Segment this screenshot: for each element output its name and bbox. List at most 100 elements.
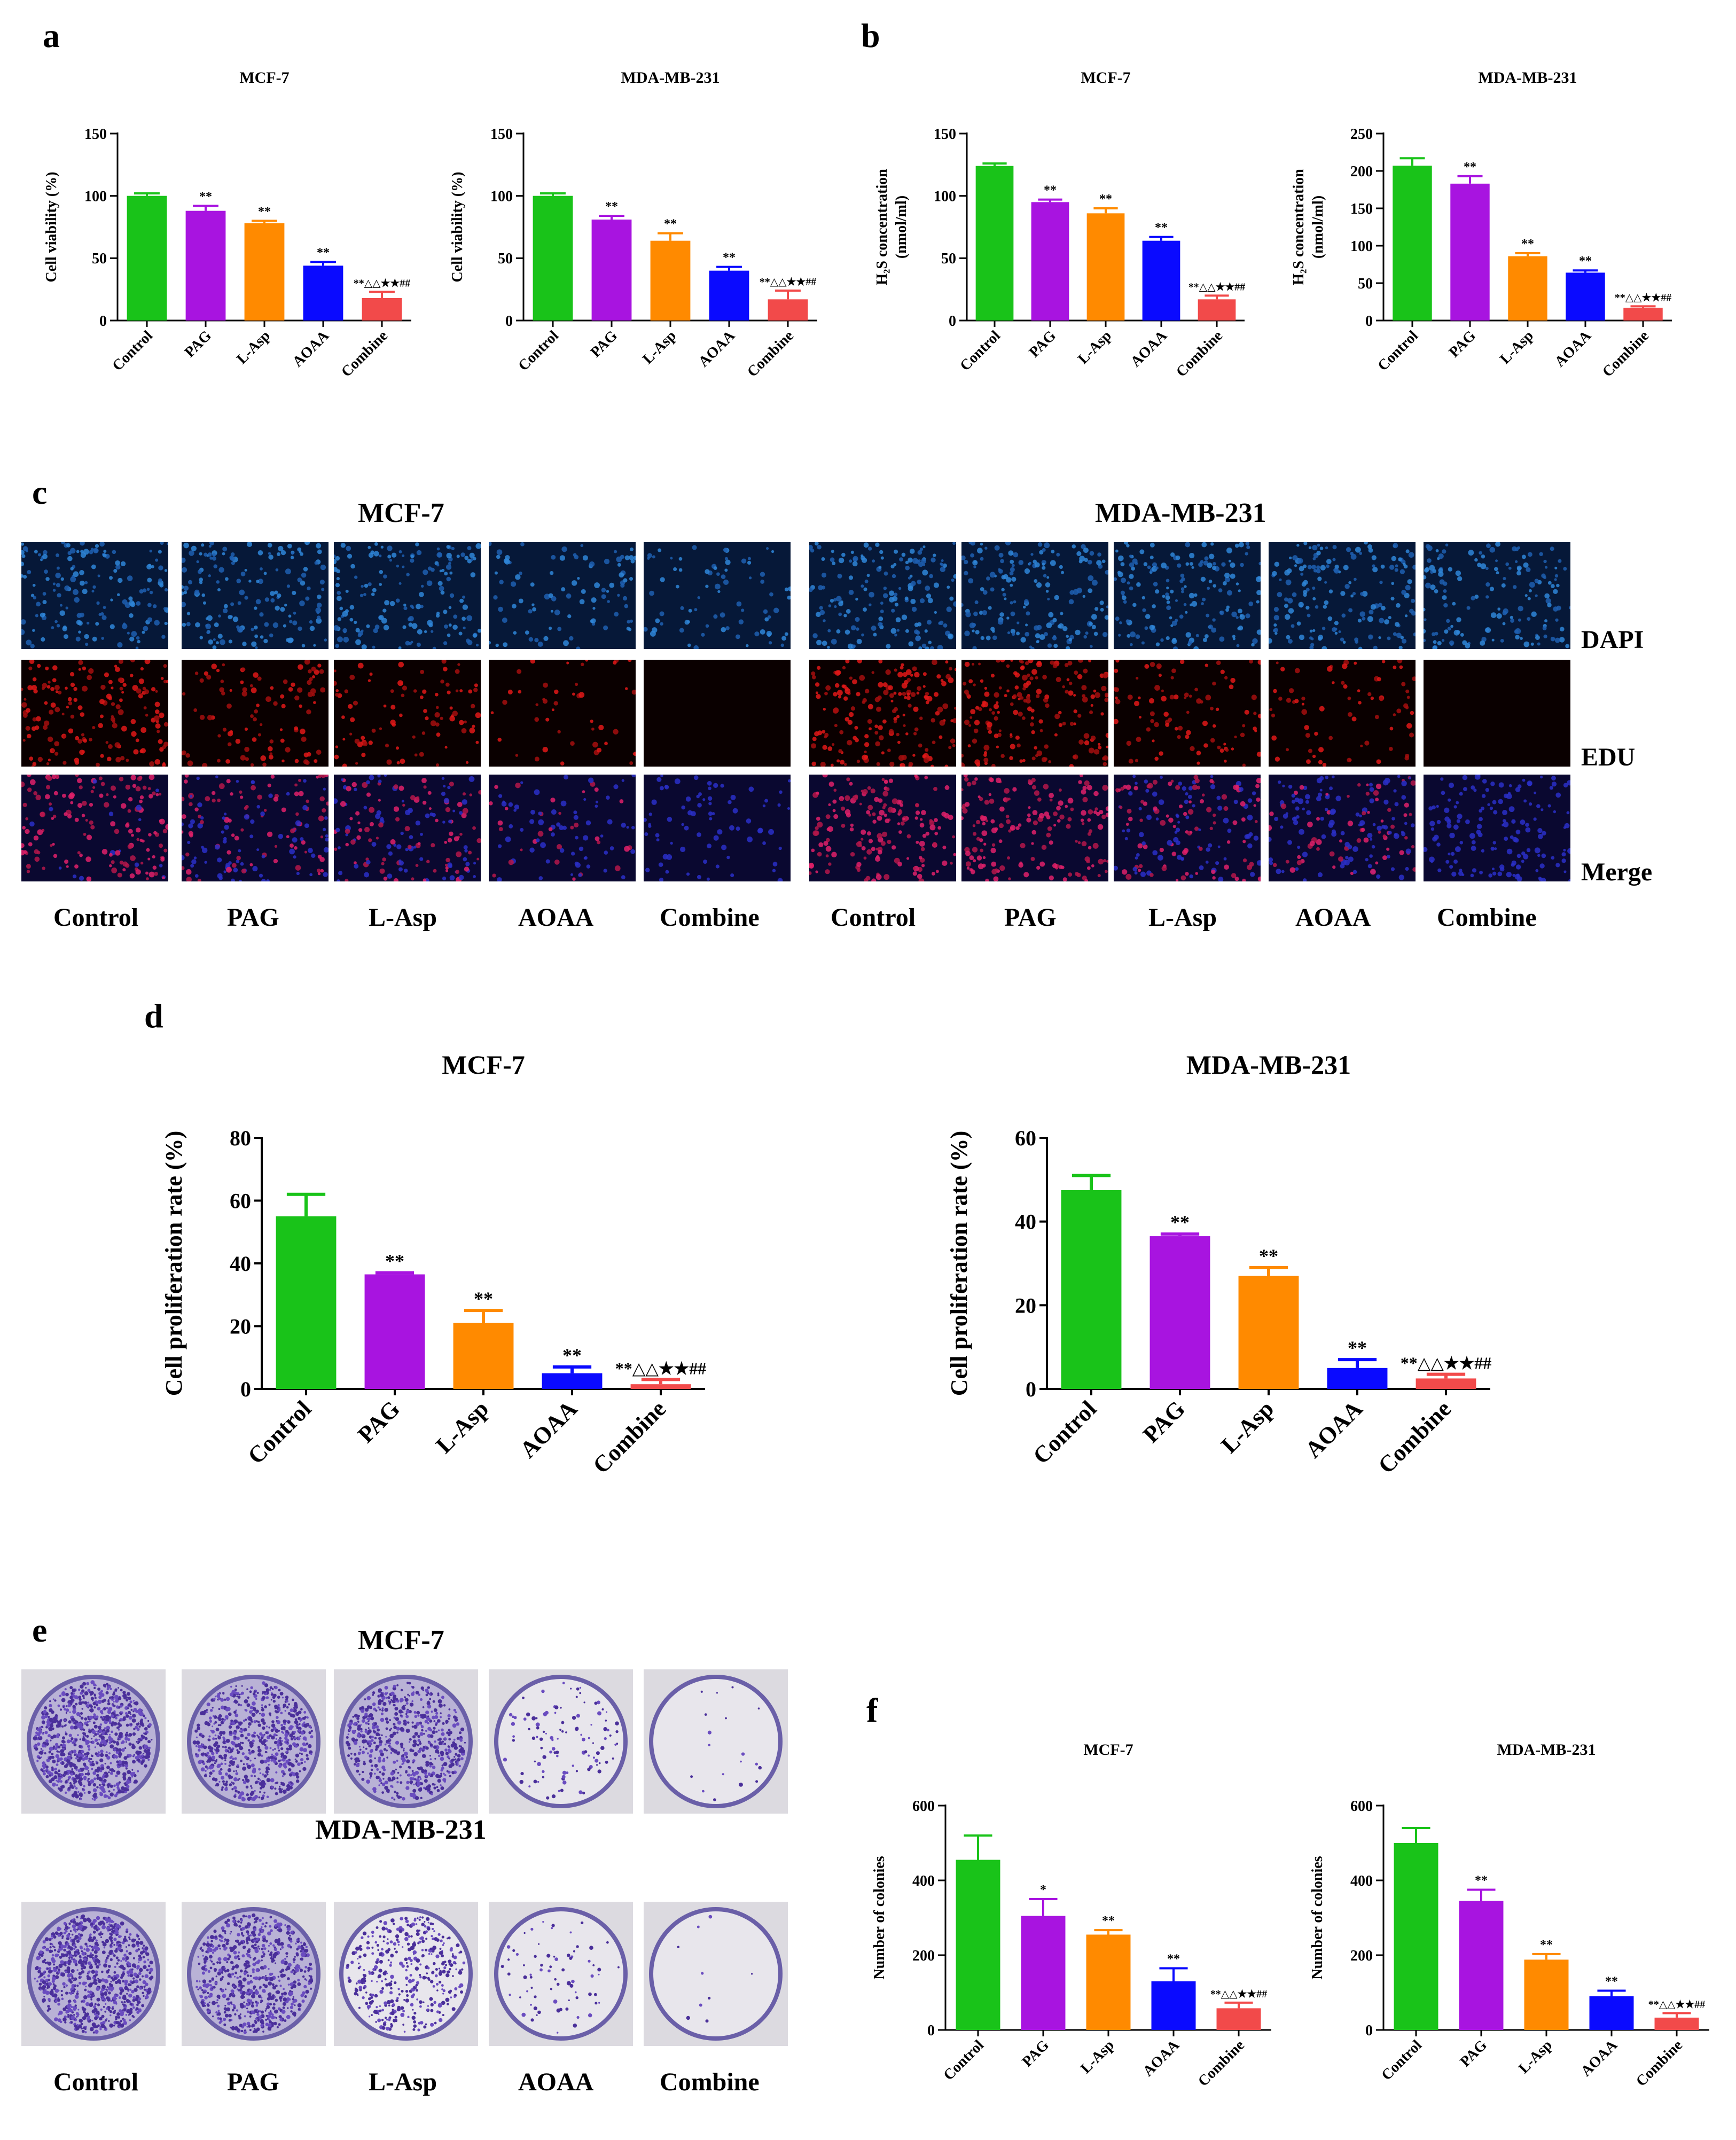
significance-label: ** — [258, 205, 271, 218]
x-tick-label: Combine — [1195, 2037, 1248, 2090]
significance-label: ** — [1579, 254, 1592, 268]
fluorescence-image — [182, 542, 329, 649]
significance-label: **△△★★## — [1210, 1988, 1268, 2000]
bar-pag — [591, 220, 632, 321]
significance-label: **△△★★## — [1648, 1999, 1706, 2011]
plate-cond-aoaa: AOAA — [518, 2068, 594, 2096]
significance-label: ** — [385, 1251, 404, 1272]
plate-cond-control: Control — [53, 2068, 139, 2096]
fluorescence-image — [1114, 775, 1261, 881]
plate-cond-lasp: L-Asp — [369, 2068, 437, 2096]
x-tick-label: Control — [515, 327, 562, 374]
micro-cond-mcf7-pag: PAG — [227, 903, 279, 932]
y-tick-label: 20 — [230, 1315, 251, 1339]
bar-control — [1394, 1843, 1438, 2030]
bar-combine — [630, 1384, 691, 1389]
bar-lasp — [1508, 256, 1547, 321]
panel-letter-b: b — [861, 17, 880, 54]
y-tick-label: 200 — [912, 1948, 935, 1964]
fluorescence-image — [961, 542, 1108, 649]
x-tick-label: Control — [957, 327, 1004, 374]
bar-control — [533, 196, 573, 321]
colony-plate-image — [21, 1669, 166, 1814]
bar-pag — [1031, 202, 1069, 321]
chart-title: MDA-MB-231 — [1497, 1741, 1596, 1759]
significance-label: **△△★★## — [760, 276, 817, 288]
x-tick-label: L-Asp — [1497, 327, 1537, 368]
y-tick-label: 0 — [1365, 2022, 1373, 2039]
x-tick-label: L-Asp — [233, 327, 273, 368]
fluorescence-image — [1269, 660, 1416, 767]
fluorescence-image — [489, 775, 636, 881]
bar-combine — [362, 298, 402, 321]
fluorescence-image — [334, 542, 481, 649]
stain-label-edu: EDU — [1581, 743, 1636, 771]
significance-label: ** — [1259, 1245, 1278, 1267]
x-tick-label: Combine — [1633, 2037, 1686, 2090]
bar-pag — [1021, 1916, 1066, 2030]
x-tick-label: Combine — [1373, 1395, 1456, 1479]
y-tick-label: 150 — [1350, 201, 1373, 217]
y-tick-label: 200 — [1350, 163, 1373, 180]
bar-chart-d-mda: MDA-MB-231 Cell proliferation rate (%) 0 20… — [946, 1050, 1491, 1479]
y-tick-label: 600 — [1350, 1798, 1373, 1815]
bar-pag — [185, 210, 226, 321]
y-axis-label: Cell viability (%) — [449, 172, 466, 283]
y-tick-label: 60 — [230, 1189, 251, 1213]
bar-pag — [1459, 1901, 1504, 2030]
significance-label: **△△★★## — [1615, 292, 1672, 303]
panel-letter-f: f — [866, 1691, 878, 1729]
micro-cond-mcf7-aoaa: AOAA — [518, 903, 594, 932]
bar-lasp — [1524, 1959, 1569, 2030]
fluorescence-image — [1424, 660, 1570, 767]
x-tick-label: Combine — [338, 327, 391, 380]
y-tick-label: 50 — [1358, 276, 1373, 292]
y-tick-label: 400 — [912, 1873, 935, 1889]
y-axis-label-unit: (nmol/ml) — [1310, 196, 1326, 259]
x-tick-label: AOAA — [1300, 1395, 1367, 1463]
significance-label: ** — [1348, 1337, 1367, 1358]
panel-letter-c: c — [32, 473, 48, 511]
x-tick-label: PAG — [1019, 2037, 1052, 2070]
plate-cond-pag: PAG — [227, 2068, 279, 2096]
x-tick-label: Control — [109, 327, 156, 374]
x-tick-label: Combine — [1599, 327, 1652, 380]
y-tick-label: 0 — [949, 313, 956, 330]
micro-cond-mda-pag: PAG — [1004, 903, 1057, 932]
chart-title: MCF-7 — [442, 1050, 525, 1080]
micro-cond-mda-lasp: L-Asp — [1148, 903, 1217, 932]
colony-plate-image — [21, 1902, 166, 2046]
significance-label: ** — [605, 200, 618, 214]
y-tick-label: 20 — [1015, 1293, 1036, 1317]
fluorescence-image — [809, 542, 956, 649]
significance-label: ** — [1044, 184, 1057, 198]
y-tick-label: 200 — [1350, 1948, 1373, 1964]
colony-plate-image — [182, 1669, 326, 1814]
fluorescence-image — [809, 775, 956, 881]
bar-control — [127, 196, 167, 321]
x-tick-label: AOAA — [290, 327, 333, 370]
colony-plate-image — [489, 1902, 633, 2046]
plate-header-mcf7: MCF-7 — [358, 1625, 444, 1655]
y-tick-label: 60 — [1015, 1126, 1036, 1150]
x-tick-label: Control — [1378, 2037, 1425, 2084]
bar-lasp — [650, 240, 691, 321]
significance-label: ** — [1540, 1938, 1553, 1952]
x-tick-label: PAG — [353, 1395, 405, 1448]
y-tick-label: 100 — [934, 188, 956, 205]
significance-label: ** — [1464, 160, 1476, 174]
bar-combine — [1216, 2008, 1261, 2030]
y-tick-label: 150 — [934, 126, 956, 143]
bar-aoaa — [1151, 1981, 1196, 2030]
x-tick-label: AOAA — [1552, 327, 1595, 370]
significance-label: ** — [1521, 237, 1534, 251]
stain-label-dapi: DAPI — [1581, 626, 1644, 654]
y-tick-label: 80 — [230, 1126, 251, 1150]
significance-label: **△△★★## — [1188, 281, 1246, 293]
fluorescence-image — [1269, 775, 1416, 881]
bar-aoaa — [1142, 240, 1180, 321]
y-tick-label: 0 — [99, 313, 107, 330]
significance-label: ** — [723, 251, 736, 265]
x-tick-label: L-Asp — [1075, 327, 1115, 368]
y-tick-label: 50 — [498, 251, 513, 267]
